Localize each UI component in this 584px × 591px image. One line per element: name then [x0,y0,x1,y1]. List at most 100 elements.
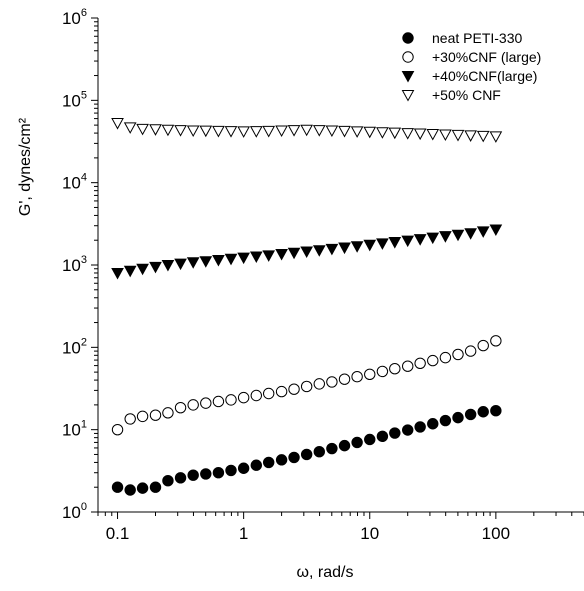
data-point [200,468,212,480]
data-point [162,407,174,419]
data-point [338,242,351,255]
data-point [376,127,389,139]
y-tick-label: 106 [62,7,87,28]
data-point [351,436,363,449]
data-point [490,335,502,347]
data-point [199,256,213,268]
data-point [439,129,452,142]
data-point [287,247,301,260]
y-axis-title: G', dynes/cm² [17,117,34,216]
data-point [162,474,174,487]
legend-marker [402,51,414,63]
data-point [149,261,162,274]
data-point [225,394,237,406]
data-point [351,370,363,383]
data-point [136,482,149,494]
x-tick-label: 0.1 [106,524,130,543]
x-tick-label: 10 [360,524,379,543]
data-point [111,118,124,130]
data-point [402,360,414,372]
data-point [452,411,464,424]
data-point [413,234,427,246]
data-point [388,127,402,140]
legend-label: +50% CNF [432,87,501,103]
data-point [275,385,288,398]
data-point [149,409,162,421]
legend-label: neat PETI-330 [432,30,522,46]
y-tick-label: 100 [62,501,87,522]
data-point [224,253,238,266]
data-point [451,129,465,142]
data-point [489,224,503,237]
data-point [237,462,250,474]
data-point [250,389,262,402]
data-point [161,124,175,137]
data-point [326,442,338,455]
legend-marker [401,71,415,83]
series-1 [111,404,502,496]
data-point [364,433,376,446]
y-tick-label: 105 [62,89,87,110]
data-point [490,404,502,417]
data-point [249,126,263,138]
data-point [288,451,300,464]
data-point [364,368,376,381]
data-point [288,383,300,395]
data-point [275,249,288,261]
data-point [300,380,313,393]
data-point [123,265,137,278]
data-point [326,376,338,388]
data-point [111,481,124,493]
data-point [262,456,275,469]
data-point [464,130,477,142]
data-point [186,257,200,269]
data-point [376,430,389,443]
data-point [464,408,477,421]
legend-marker [401,90,415,102]
data-point [124,484,136,496]
data-point [275,125,288,138]
data-point [111,423,124,436]
data-point [313,445,325,458]
data-point [452,348,464,361]
data-point [186,125,200,138]
data-point [414,421,426,433]
data-point [325,125,339,138]
data-point [338,439,351,452]
data-point [111,267,124,280]
data-point [174,401,187,414]
data-point [237,126,250,138]
series-3 [111,224,503,280]
data-point [262,387,275,400]
data-point [199,125,213,138]
data-point [414,357,426,369]
data-point [389,427,401,439]
data-point [136,123,149,136]
data-point [312,245,326,257]
data-point [477,339,489,352]
legend-marker [402,32,414,44]
data-point [338,373,351,385]
data-point [350,126,364,138]
data-point [313,378,325,390]
data-point [439,231,452,243]
data-point [174,125,187,137]
data-point [476,226,490,238]
data-point [363,126,377,139]
data-point [476,130,490,143]
legend-label: +30%CNF (large) [432,49,541,65]
data-point [123,122,137,134]
data-point [212,125,225,138]
data-point [187,399,199,411]
series-2 [111,335,502,436]
data-point [413,128,427,141]
data-point [237,391,250,404]
x-tick-label: 1 [239,524,248,543]
data-point [174,472,187,484]
data-point [149,124,162,136]
data-point [451,229,465,242]
data-point [402,424,414,436]
data-point [325,243,339,256]
data-point [212,467,225,479]
